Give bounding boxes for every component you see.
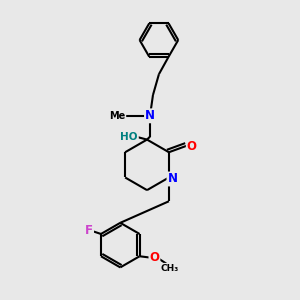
Text: N: N <box>167 172 178 185</box>
Text: N: N <box>145 109 155 122</box>
Text: Me: Me <box>109 111 125 121</box>
Text: O: O <box>149 251 159 264</box>
Text: HO: HO <box>120 132 138 142</box>
Text: O: O <box>187 140 197 153</box>
Text: F: F <box>85 224 93 238</box>
Text: CH₃: CH₃ <box>160 264 178 273</box>
